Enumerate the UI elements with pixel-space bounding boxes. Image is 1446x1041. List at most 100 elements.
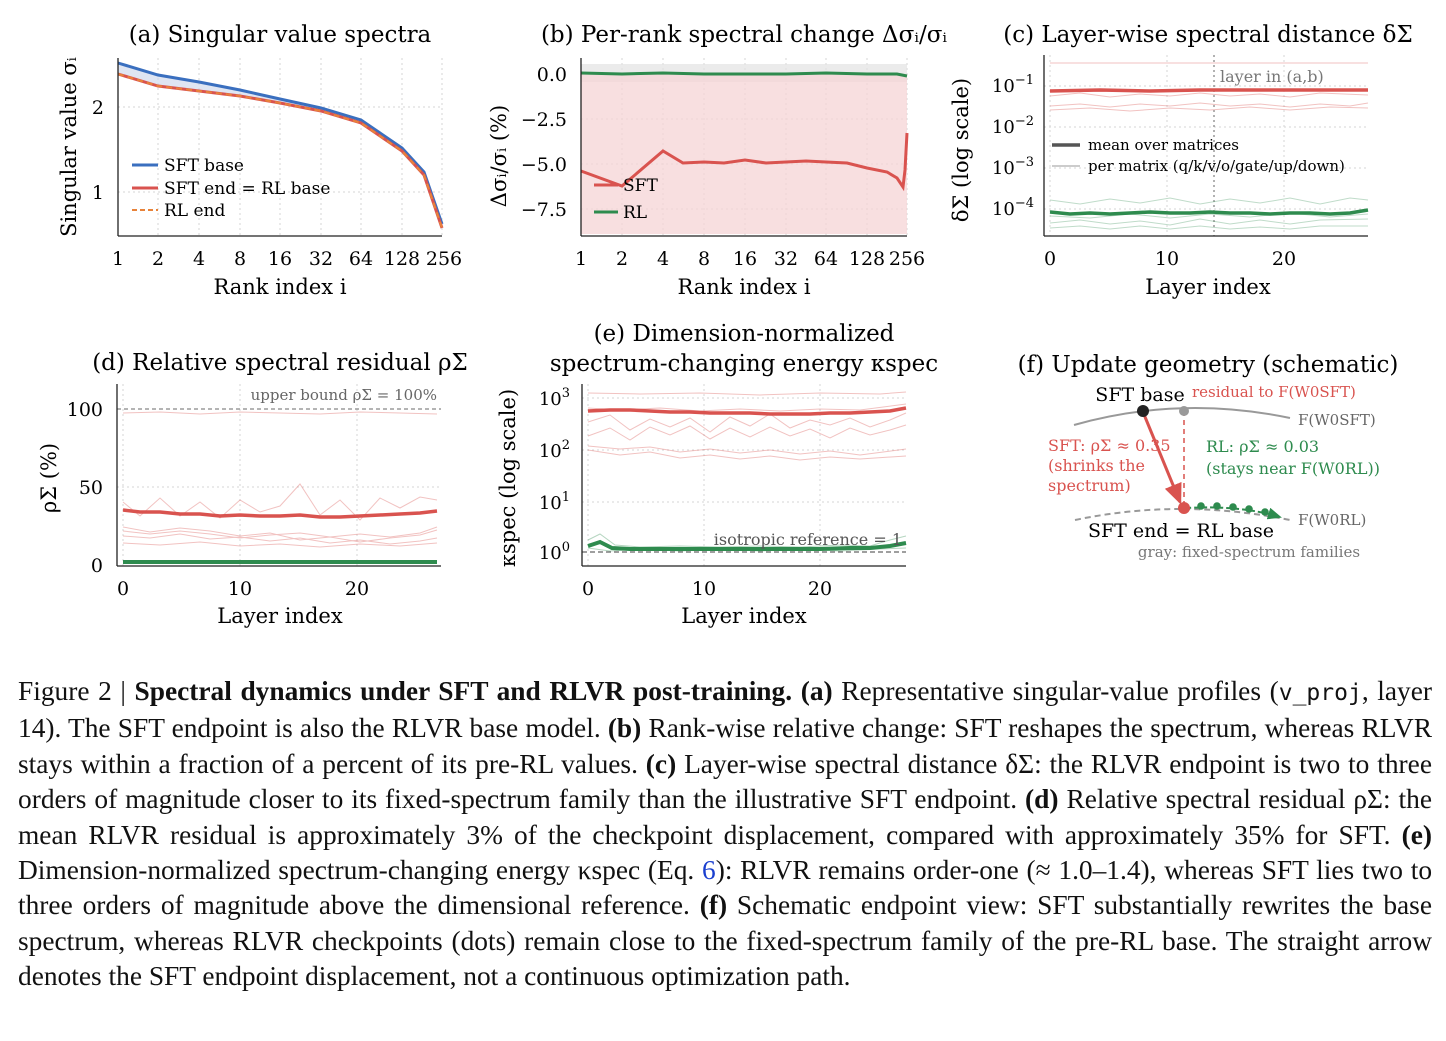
svg-text:64: 64 [814, 248, 838, 270]
panel-c-sft-thin [1049, 62, 1369, 112]
panel-d-y-ticks: 100 50 0 [67, 399, 103, 577]
svg-text:0: 0 [117, 578, 129, 600]
svg-text:10: 10 [1155, 248, 1179, 270]
panel-b-y-ticks: 0.0 −2.5 −5.0 −7.5 [521, 64, 567, 221]
panel-d-x-ticks: 0 10 20 [117, 578, 369, 600]
legend-sft-end: SFT end = RL base [164, 179, 330, 199]
caption-prefix: Figure 2 | [18, 676, 135, 706]
panel-e-sft-mean [587, 406, 907, 416]
f-rl-note-2: (stays near F(W0RL)) [1206, 459, 1380, 478]
caption-d-tag: (d) [1025, 784, 1059, 815]
svg-text:16: 16 [268, 248, 292, 270]
panel-d-annotation: upper bound ρΣ = 100% [251, 386, 437, 404]
svg-text:102: 102 [539, 438, 570, 462]
panel-d-sft-mean [122, 508, 438, 519]
panel-c-grid [1044, 55, 1368, 236]
svg-text:0: 0 [1044, 248, 1056, 270]
svg-text:20: 20 [808, 578, 832, 600]
legend-mean: mean over matrices [1088, 136, 1239, 154]
svg-text:20: 20 [1272, 248, 1296, 270]
svg-text:16: 16 [733, 248, 757, 270]
svg-text:32: 32 [774, 248, 798, 270]
panel-d-title: (d) Relative spectral residual ρΣ [92, 350, 468, 376]
svg-text:100: 100 [539, 540, 570, 564]
panel-b-rl-line [580, 71, 908, 78]
svg-text:8: 8 [234, 248, 246, 270]
caption-f-tag: (f) [699, 890, 728, 921]
rl-path [1185, 506, 1282, 520]
svg-text:4: 4 [193, 248, 205, 270]
svg-text:32: 32 [309, 248, 333, 270]
caption-a-text: Representative singular-value profiles ( [832, 676, 1279, 706]
panel-b-sft-band [581, 74, 907, 234]
svg-text:−5.0: −5.0 [521, 154, 567, 176]
sft-arrow [1141, 411, 1182, 505]
caption-d-text: Relative spectral residual ρΣ: the mean … [18, 784, 1433, 850]
svg-text:128: 128 [384, 248, 420, 270]
panel-a-title: (a) Singular value spectra [129, 22, 432, 48]
panel-e-title-2: spectrum-changing energy κspec [550, 351, 938, 377]
svg-text:0: 0 [91, 555, 103, 577]
caption-f-text: Schematic endpoint view: SFT substantial… [18, 890, 1433, 992]
f-sft-base-label: SFT base [1095, 384, 1184, 406]
f-gray-note: gray: fixed-spectrum families [1138, 543, 1360, 561]
svg-text:0: 0 [582, 578, 594, 600]
caption-b-text: Rank-wise relative change: SFT reshapes … [18, 713, 1432, 779]
figure-caption: Figure 2 | Spectral dynamics under SFT a… [18, 674, 1432, 995]
panel-c-y-ticks: 10−1 10−2 10−3 10−4 [992, 73, 1034, 220]
panel-a-x-ticks: 1 2 4 8 16 32 64 128 256 [112, 248, 462, 270]
svg-text:10−3: 10−3 [992, 155, 1034, 179]
svg-text:128: 128 [849, 248, 885, 270]
panel-c-annotation: layer in (a,b) [1220, 67, 1324, 86]
svg-text:2: 2 [616, 248, 628, 270]
panel-c: (c) Layer-wise spectral distance δΣ 0 10 2… [949, 22, 1413, 299]
caption-a-text-2: , layer 14). The SFT endpoint is also th… [18, 676, 1432, 744]
caption-code: v_proj [1278, 680, 1362, 706]
panel-e-ylabel: κspec (log scale) [496, 389, 520, 567]
panel-d-xlabel: Layer index [217, 604, 343, 628]
f-sft-end-label: SFT end = RL base [1088, 520, 1274, 542]
caption-e-text-2: ): RLVR remains order-one (≈ 1.0–1.4), w… [18, 855, 1433, 921]
panel-f-title: (f) Update geometry (schematic) [1018, 352, 1399, 378]
f-sft-note-1: SFT: ρΣ ≈ 0.35 [1048, 436, 1171, 455]
panel-f: (f) Update geometry (schematic) SFT base… [1018, 352, 1399, 561]
svg-text:256: 256 [889, 248, 925, 270]
rl-end-line [117, 73, 443, 229]
sft-base-line [117, 61, 444, 225]
panel-a-ylabel: Singular value σᵢ [57, 57, 81, 237]
f-residual-label: residual to F(W0SFT) [1192, 383, 1356, 401]
svg-text:2: 2 [152, 248, 164, 270]
f-family-rl-label: F(W0RL) [1298, 511, 1366, 529]
panel-b-legend: SFT RL [594, 176, 658, 223]
panel-c-legend: mean over matrices per matrix (q/k/v/o/g… [1052, 136, 1345, 175]
sft-base-dot [1137, 405, 1149, 417]
f-sft-note-2: (shrinks the [1048, 456, 1145, 475]
svg-text:100: 100 [67, 399, 103, 421]
panel-c-x-ticks: 0 10 20 [1044, 248, 1296, 270]
svg-text:−2.5: −2.5 [521, 109, 567, 131]
panel-d: (d) Relative spectral residual ρΣ upper … [37, 350, 468, 628]
panel-e-xlabel: Layer index [681, 604, 807, 628]
svg-text:50: 50 [79, 477, 103, 499]
caption-eq-link[interactable]: 6 [702, 855, 716, 886]
legend-rl-end: RL end [164, 201, 226, 221]
panel-c-sft-mean [1049, 88, 1368, 93]
svg-text:−7.5: −7.5 [521, 199, 567, 221]
panel-a-y-ticks: 21 [92, 97, 104, 204]
panel-e-title-1: (e) Dimension-normalized [594, 321, 895, 347]
sft-end-dot [1178, 502, 1190, 514]
svg-text:20: 20 [345, 578, 369, 600]
caption-c-text: Layer-wise spectral distance δΣ: the RLV… [18, 748, 1432, 815]
svg-text:4: 4 [657, 248, 669, 270]
svg-text:10: 10 [228, 578, 252, 600]
panel-b-xlabel: Rank index i [677, 275, 810, 299]
panel-a-xlabel: Rank index i [213, 275, 346, 299]
svg-text:1: 1 [575, 248, 587, 270]
legend-rl: RL [623, 203, 647, 223]
panel-a-legend: SFT base SFT end = RL base RL end [132, 156, 330, 221]
panel-c-title: (c) Layer-wise spectral distance δΣ [1003, 22, 1412, 48]
panel-a-grid [117, 58, 443, 236]
f-rl-note-1: RL: ρΣ ≈ 0.03 [1206, 437, 1319, 456]
panel-d-grid [117, 384, 441, 566]
